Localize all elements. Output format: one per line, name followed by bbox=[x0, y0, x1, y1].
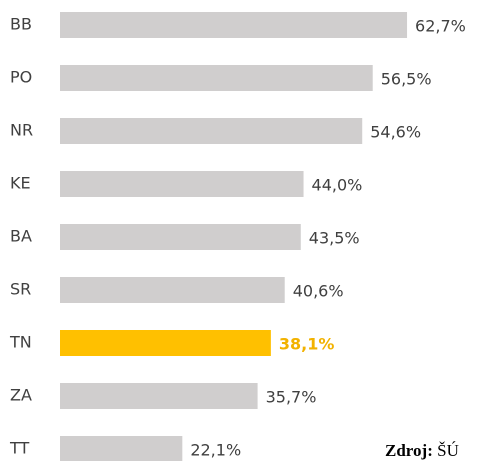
source-label: Zdroj: bbox=[385, 441, 433, 460]
value-label: 62,7% bbox=[415, 17, 466, 36]
bar bbox=[60, 277, 285, 303]
category-label: PO bbox=[10, 68, 32, 87]
bar bbox=[60, 118, 363, 144]
value-label: 38,1% bbox=[279, 335, 335, 354]
category-label: TT bbox=[9, 439, 29, 458]
value-label: 44,0% bbox=[312, 176, 363, 195]
category-label: BA bbox=[10, 227, 32, 246]
source: Zdroj: ŠÚ bbox=[385, 441, 459, 460]
category-label: NR bbox=[10, 121, 33, 140]
value-label: 22,1% bbox=[190, 441, 241, 460]
bar bbox=[60, 436, 183, 461]
value-label: 56,5% bbox=[381, 70, 432, 89]
bar bbox=[60, 330, 271, 356]
source-text: ŠÚ bbox=[437, 441, 459, 460]
bar bbox=[60, 383, 258, 409]
category-label: SR bbox=[10, 280, 31, 299]
value-label: 54,6% bbox=[370, 123, 421, 142]
bar bbox=[60, 224, 301, 250]
value-label: 40,6% bbox=[293, 282, 344, 301]
value-label: 43,5% bbox=[309, 229, 360, 248]
bar bbox=[60, 171, 304, 197]
value-label: 35,7% bbox=[266, 388, 317, 407]
category-label: BB bbox=[10, 15, 32, 34]
category-label: KE bbox=[10, 174, 31, 193]
bar bbox=[60, 65, 373, 91]
bar bbox=[60, 12, 408, 38]
category-label: TN bbox=[9, 333, 32, 352]
category-label: ZA bbox=[10, 386, 32, 405]
